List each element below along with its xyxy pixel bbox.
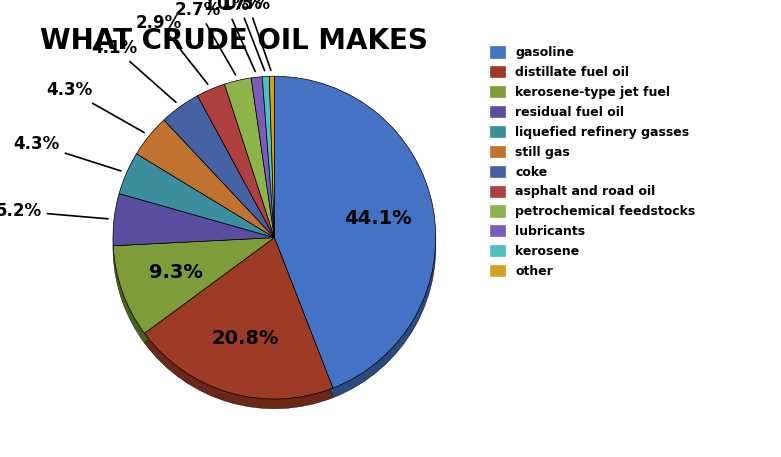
Wedge shape bbox=[119, 164, 274, 247]
Wedge shape bbox=[262, 86, 274, 247]
Text: 0.5%: 0.5% bbox=[225, 0, 271, 70]
Wedge shape bbox=[274, 76, 436, 388]
Text: 1.1%: 1.1% bbox=[203, 0, 255, 71]
Wedge shape bbox=[113, 238, 274, 333]
Text: 44.1%: 44.1% bbox=[344, 209, 412, 228]
Wedge shape bbox=[198, 94, 274, 247]
Wedge shape bbox=[262, 76, 274, 238]
Wedge shape bbox=[274, 86, 436, 398]
Text: 20.8%: 20.8% bbox=[212, 329, 279, 348]
Wedge shape bbox=[269, 86, 274, 247]
Wedge shape bbox=[113, 203, 274, 255]
Wedge shape bbox=[224, 88, 274, 247]
Wedge shape bbox=[113, 247, 274, 343]
Text: 4.1%: 4.1% bbox=[91, 39, 176, 102]
Legend: gasoline, distillate fuel oil, kerosene-type jet fuel, residual fuel oil, liquef: gasoline, distillate fuel oil, kerosene-… bbox=[490, 46, 696, 278]
Text: 4.3%: 4.3% bbox=[46, 81, 144, 133]
Wedge shape bbox=[144, 247, 333, 409]
Text: 0.7%: 0.7% bbox=[216, 0, 265, 71]
Wedge shape bbox=[113, 194, 274, 246]
Wedge shape bbox=[251, 86, 274, 247]
Wedge shape bbox=[137, 130, 274, 247]
Wedge shape bbox=[251, 77, 274, 238]
Wedge shape bbox=[144, 238, 333, 399]
Text: 9.3%: 9.3% bbox=[148, 263, 202, 282]
Text: WHAT CRUDE OIL MAKES: WHAT CRUDE OIL MAKES bbox=[41, 27, 428, 55]
Wedge shape bbox=[164, 96, 274, 238]
Wedge shape bbox=[137, 120, 274, 238]
Wedge shape bbox=[119, 154, 274, 238]
Wedge shape bbox=[224, 78, 274, 238]
Wedge shape bbox=[198, 84, 274, 238]
Text: 4.3%: 4.3% bbox=[13, 135, 121, 171]
Wedge shape bbox=[164, 106, 274, 247]
Text: 2.7%: 2.7% bbox=[175, 1, 236, 75]
Text: 5.2%: 5.2% bbox=[0, 202, 108, 220]
Text: 2.9%: 2.9% bbox=[136, 14, 208, 84]
Wedge shape bbox=[269, 76, 274, 238]
